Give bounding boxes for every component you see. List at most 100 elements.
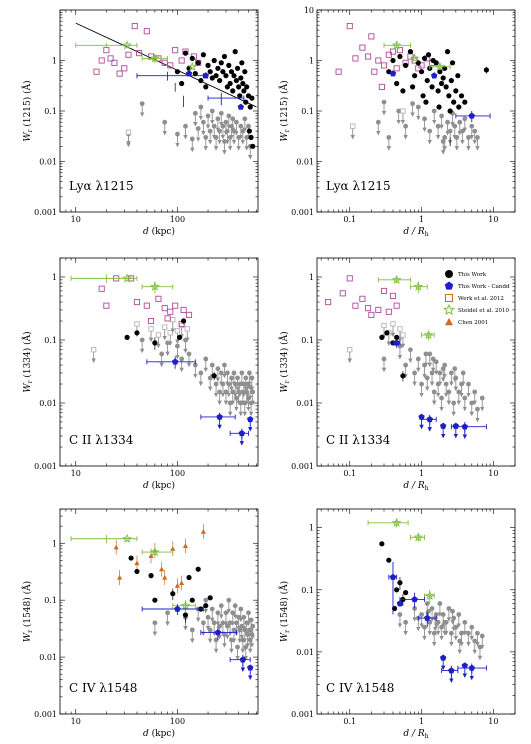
y-tick-label: 0.01 [39, 399, 57, 408]
nondetect-point [183, 123, 188, 129]
this-work-point [248, 134, 254, 141]
candels-point [426, 415, 433, 423]
werk-point [164, 315, 171, 322]
werk-point [385, 308, 392, 315]
nondetect-point [435, 123, 441, 129]
werk-point [365, 53, 372, 60]
nondetect-point [179, 356, 185, 362]
panel-cii-rb: 0.1 1 10 0.001 0.01 0.1 1 d / Rh Wr (1334) (Å) C … [278, 257, 516, 492]
nondetect-box-point [91, 347, 97, 353]
steidel-point [413, 532, 424, 542]
candels-point [389, 70, 397, 77]
chen-point [174, 583, 181, 588]
panel-civ-d: 10 100 0.001 0.01 0.1 1 d (kpc) Wr (1548) (Å) C … [21, 508, 259, 739]
this-work-point [458, 93, 465, 99]
y-tick-label: 1 [52, 57, 57, 66]
nondetect-point [189, 627, 195, 633]
nondetect-point [230, 116, 236, 122]
nondetect-point [230, 610, 236, 616]
y-axis-label-rest: (1215) (Å) [21, 80, 33, 129]
werk-point [375, 57, 382, 64]
legend-marker-steidel [443, 303, 455, 316]
nondetect-box-point [184, 326, 190, 332]
werk-point [185, 311, 193, 318]
nondetect-point [236, 135, 242, 140]
steidel-point [187, 61, 198, 71]
nondetect-point [218, 603, 224, 609]
werk-point [389, 292, 397, 299]
x-axis-label: d / Rh [403, 227, 428, 238]
y-axis-label-var: W [280, 132, 290, 142]
nondetect-point [241, 614, 247, 620]
this-work-point [236, 84, 242, 90]
y-tick-label: 1 [52, 273, 57, 282]
y-tick-label: 0.001 [291, 710, 314, 719]
nondetect-point [222, 139, 227, 144]
nondetect-point [422, 624, 427, 630]
candels-point [468, 664, 475, 671]
nondetect-point [479, 395, 485, 401]
y-tick-label: 0.1 [301, 586, 314, 595]
nondetect-point [453, 375, 459, 381]
this-work-point [205, 62, 211, 68]
candels-point [418, 413, 425, 420]
this-work-point [189, 597, 195, 603]
nondetect-point [198, 104, 204, 110]
nondetect-point [218, 110, 224, 116]
y-tick-label: 0.001 [34, 208, 57, 217]
this-work-point [215, 65, 221, 71]
werk-point [116, 70, 123, 77]
nondetect-point [224, 370, 230, 376]
nondetect-point [439, 113, 444, 119]
nondetect-box-point [178, 322, 185, 329]
nondetect-point [242, 116, 248, 122]
this-work-point [211, 57, 217, 64]
this-work-point [250, 143, 256, 149]
werk-point [133, 298, 141, 306]
nondetect-point [472, 638, 478, 644]
this-work-point [213, 73, 219, 79]
werk-point [180, 306, 187, 313]
nondetect-point [462, 395, 468, 401]
steidel-point [150, 281, 160, 291]
x-axis-label-var: d [143, 227, 149, 237]
ion-label: Lyα λ1215 [326, 179, 391, 193]
candels-point [396, 600, 404, 607]
candels-point [389, 573, 397, 580]
y-tick-label: 0.1 [301, 107, 314, 116]
chen-point [200, 529, 206, 534]
nondetect-point [203, 597, 209, 603]
ion-label: C IV λ1548 [326, 681, 394, 695]
legend-label: This Work [458, 272, 487, 278]
nondetect-point [236, 389, 242, 395]
nondetect-point [459, 630, 464, 636]
nondetect-box-point [155, 332, 162, 338]
panel-lya-rb: 0.1 1 10 0.001 0.01 0.1 1 10 d / Rh Wr (1215) (Å)… [278, 6, 516, 238]
candels-point [185, 70, 193, 77]
chen-point [148, 553, 154, 558]
y-tick-label: 10 [304, 6, 314, 15]
this-work-point [397, 580, 403, 586]
nondetect-point [231, 128, 237, 134]
werk-point [380, 62, 388, 69]
this-work-point [233, 77, 239, 84]
panel-civ-rb: 0.1 1 10 0.001 0.01 0.1 1 d / Rh Wr (1548) (Å) C … [278, 508, 516, 740]
nondetect-point [220, 381, 226, 387]
this-work-point [243, 99, 249, 105]
this-work-point [170, 591, 176, 597]
this-work-point [232, 49, 238, 55]
nondetect-point [452, 366, 458, 372]
nondetect-point [469, 624, 475, 630]
this-work-point [179, 80, 185, 87]
y-tick-label: 0.1 [301, 336, 314, 345]
nondetect-point [223, 610, 229, 616]
nondetect-point [442, 619, 448, 625]
this-work-point [209, 75, 215, 81]
werk-point [172, 47, 179, 54]
nondetect-point [231, 370, 237, 376]
this-work-point [425, 52, 432, 58]
candels-point [424, 614, 431, 621]
candels-point [202, 72, 210, 79]
steidel-point [409, 53, 420, 63]
panel-cii-d: 10 100 0.001 0.01 0.1 1 d (kpc) Wr (1334) (Å) C … [21, 257, 259, 491]
